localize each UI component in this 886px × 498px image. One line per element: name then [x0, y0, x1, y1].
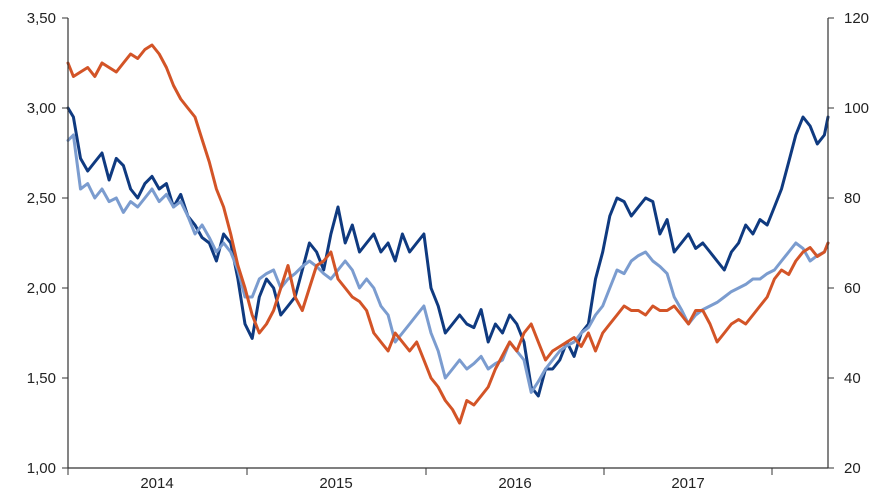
- x-tick-label: 2016: [498, 475, 531, 492]
- right-tick-label: 100: [844, 100, 869, 117]
- left-tick-label: 3,50: [27, 10, 56, 27]
- right-tick-label: 40: [844, 370, 861, 387]
- right-tick-label: 120: [844, 10, 869, 27]
- left-tick-label: 1,50: [27, 370, 56, 387]
- left-tick-label: 3,00: [27, 100, 56, 117]
- right-tick-label: 60: [844, 280, 861, 297]
- series-line-2: [66, 133, 830, 394]
- plot-area: [66, 18, 830, 469]
- series-line-1: [66, 106, 830, 398]
- left-y-ticks: 1,00 1,50 2,00 2,50 3,00 3,50: [27, 10, 68, 477]
- left-tick-label: 2,50: [27, 190, 56, 207]
- x-tick-label: 2017: [671, 475, 704, 492]
- x-ticks: 2014 2015 2016 2017: [67, 468, 773, 492]
- x-tick-label: 2014: [140, 475, 173, 492]
- x-tick-label: 2015: [319, 475, 352, 492]
- left-tick-label: 1,00: [27, 460, 56, 477]
- right-y-ticks: 20 40 60 80 100 120: [828, 10, 869, 477]
- right-tick-label: 20: [844, 460, 861, 477]
- series-line-3: [66, 43, 830, 425]
- right-tick-label: 80: [844, 190, 861, 207]
- series-layer: [66, 43, 830, 425]
- left-tick-label: 2,00: [27, 280, 56, 297]
